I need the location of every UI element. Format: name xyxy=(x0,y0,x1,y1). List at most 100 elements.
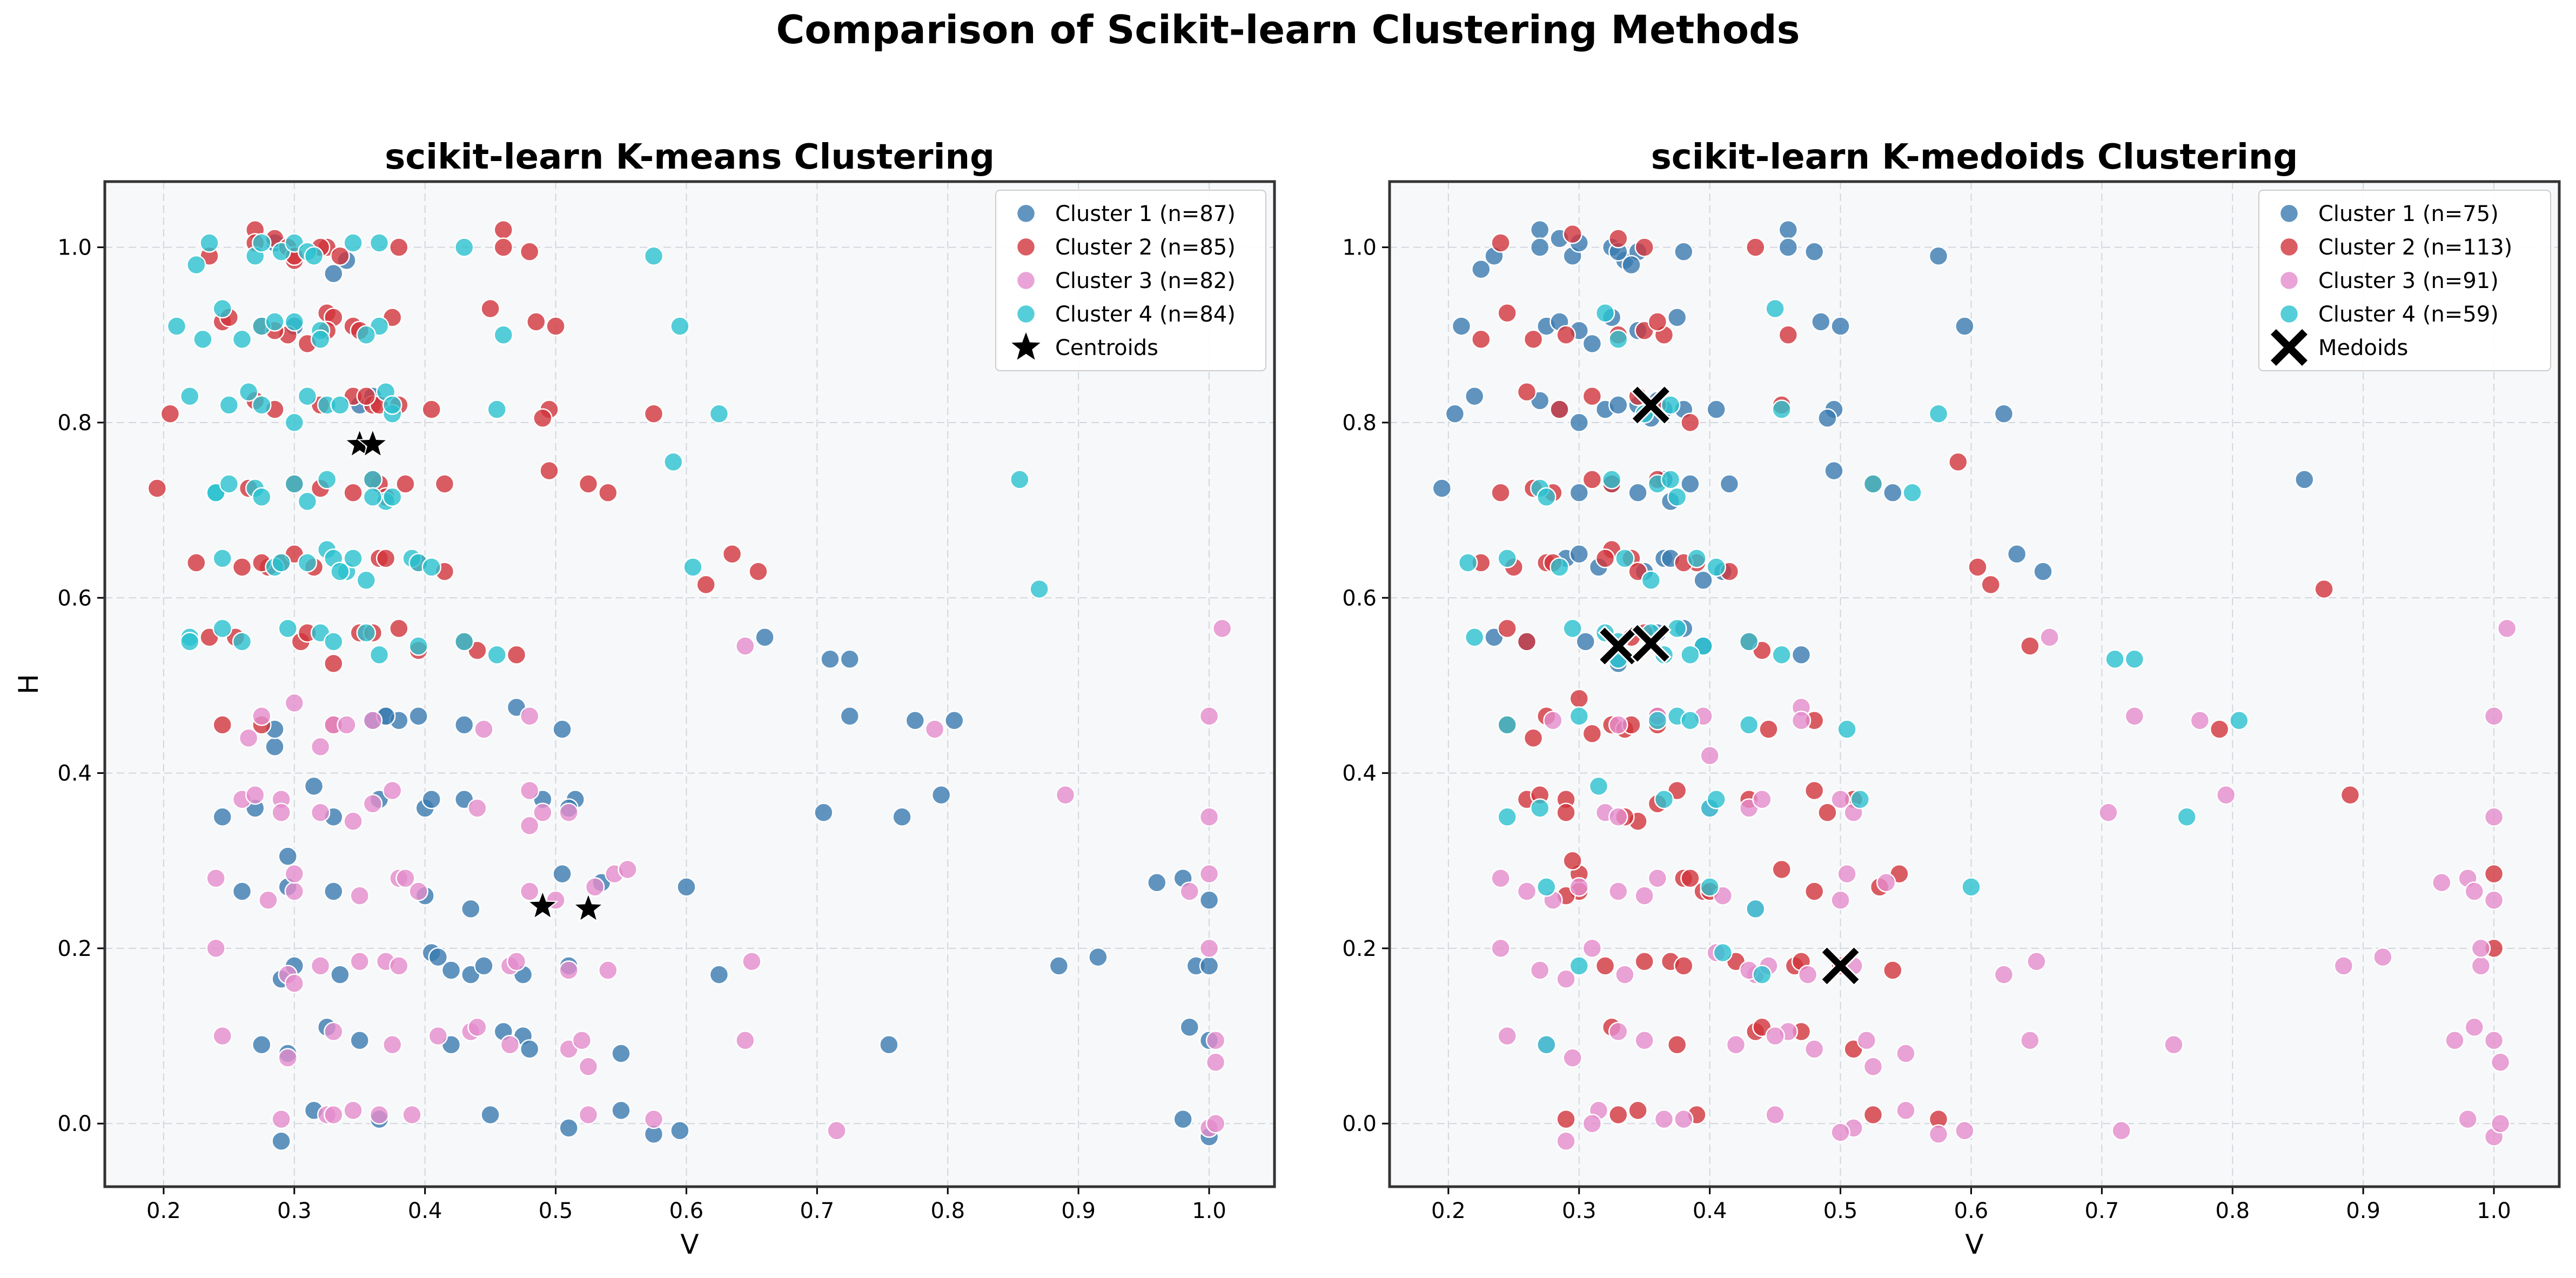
data-point-cluster-3 xyxy=(519,815,540,836)
data-point-cluster-3 xyxy=(382,780,403,801)
data-point-cluster-2 xyxy=(1667,1035,1687,1055)
data-point-cluster-2 xyxy=(1517,382,1537,402)
data-point-cluster-2 xyxy=(578,474,599,494)
data-point-cluster-2 xyxy=(1948,452,1968,472)
data-point-cluster-4 xyxy=(199,233,219,253)
x-tick-label: 1.0 xyxy=(2477,1199,2511,1223)
data-point-cluster-1 xyxy=(428,947,448,967)
data-point-cluster-3 xyxy=(1876,873,1896,893)
data-point-cluster-4 xyxy=(317,470,337,490)
legend-marker xyxy=(2279,270,2299,291)
data-point-cluster-3 xyxy=(1830,1122,1850,1142)
data-point-cluster-4 xyxy=(2177,807,2197,827)
data-point-cluster-3 xyxy=(2497,618,2517,639)
data-point-cluster-4 xyxy=(1537,487,1557,507)
data-point-cluster-2 xyxy=(1497,303,1517,323)
legend: Cluster 1 (n=87) Cluster 2 (n=85) Cluster … xyxy=(995,190,1266,371)
data-point-cluster-3 xyxy=(519,881,540,901)
legend-label: Medoids xyxy=(2318,336,2408,360)
data-point-cluster-2 xyxy=(526,312,546,332)
data-point-cluster-2 xyxy=(1778,325,1799,345)
data-point-cluster-3 xyxy=(324,1105,344,1125)
data-point-cluster-1 xyxy=(1569,544,1589,564)
data-point-cluster-3 xyxy=(735,1030,755,1050)
data-point-cluster-3 xyxy=(467,798,487,818)
data-point-cluster-1 xyxy=(421,789,441,809)
data-point-cluster-3 xyxy=(1700,745,1720,766)
data-point-cluster-1 xyxy=(552,864,572,884)
data-point-cluster-3 xyxy=(245,785,265,805)
x-tick-label: 0.7 xyxy=(2085,1199,2119,1223)
data-point-cluster-1 xyxy=(1432,478,1452,498)
y-tick-label: 0.8 xyxy=(1342,411,1377,436)
data-point-cluster-1 xyxy=(1817,408,1837,429)
data-point-cluster-2 xyxy=(1569,688,1589,709)
data-point-cluster-3 xyxy=(1752,789,1772,809)
data-point-cluster-1 xyxy=(1674,242,1694,262)
data-point-cluster-3 xyxy=(343,811,363,832)
data-point-cluster-1 xyxy=(1530,237,1550,257)
data-point-cluster-3 xyxy=(206,938,226,959)
data-point-cluster-4 xyxy=(297,491,318,512)
data-point-cluster-2 xyxy=(147,478,167,498)
data-point-cluster-4 xyxy=(1713,942,1733,963)
chart-title: scikit-learn K-medoids Clustering xyxy=(1651,137,2298,177)
x-tick-label: 0.6 xyxy=(1954,1199,1989,1223)
data-point-cluster-2 xyxy=(1968,557,1988,577)
data-point-cluster-4 xyxy=(1961,877,1981,897)
data-point-cluster-1 xyxy=(350,1030,370,1050)
data-point-cluster-4 xyxy=(1667,618,1687,639)
data-point-cluster-4 xyxy=(252,233,272,253)
legend-label: Cluster 4 (n=59) xyxy=(2318,302,2499,327)
y-tick-label: 1.0 xyxy=(1342,236,1377,260)
data-point-cluster-1 xyxy=(1824,460,1844,481)
data-point-cluster-2 xyxy=(1608,229,1628,249)
data-point-cluster-1 xyxy=(611,1043,631,1063)
data-point-cluster-4 xyxy=(330,561,350,581)
data-point-cluster-2 xyxy=(539,460,559,481)
x-tick-label: 0.7 xyxy=(800,1199,835,1223)
data-point-cluster-4 xyxy=(356,325,377,345)
data-point-cluster-3 xyxy=(1896,1043,1916,1063)
x-tick-label: 0.8 xyxy=(2215,1199,2250,1223)
data-point-cluster-1 xyxy=(814,802,834,822)
data-point-cluster-3 xyxy=(643,1109,664,1129)
data-point-cluster-1 xyxy=(1464,386,1485,406)
y-axis-label: H xyxy=(13,674,44,694)
x-tick-label: 0.5 xyxy=(1823,1199,1858,1223)
data-point-cluster-4 xyxy=(265,312,285,332)
data-point-cluster-4 xyxy=(219,395,239,415)
legend-marker xyxy=(1016,270,1036,291)
data-point-cluster-3 xyxy=(1647,868,1668,888)
data-point-cluster-2 xyxy=(1556,325,1576,345)
data-point-cluster-3 xyxy=(1994,965,2014,985)
data-point-cluster-3 xyxy=(1654,1109,1674,1129)
data-point-cluster-3 xyxy=(2432,873,2452,893)
data-point-cluster-4 xyxy=(454,237,474,257)
data-point-cluster-3 xyxy=(1199,938,1219,959)
y-tick-label: 0.0 xyxy=(1342,1112,1377,1136)
data-point-cluster-4 xyxy=(1850,789,1870,809)
data-point-cluster-2 xyxy=(1517,632,1537,652)
data-point-cluster-1 xyxy=(820,649,840,670)
data-point-cluster-2 xyxy=(2484,864,2504,884)
data-point-cluster-3 xyxy=(310,737,331,757)
data-point-cluster-1 xyxy=(265,737,285,757)
data-point-cluster-2 xyxy=(493,219,514,240)
data-point-cluster-1 xyxy=(1680,474,1700,494)
data-point-cluster-4 xyxy=(1700,877,1720,897)
data-point-cluster-4 xyxy=(1029,579,1049,599)
data-point-cluster-3 xyxy=(238,728,259,748)
data-point-cluster-1 xyxy=(1575,632,1596,652)
data-point-cluster-4 xyxy=(297,386,318,406)
y-tick-label: 0.2 xyxy=(57,936,92,961)
legend-label: Cluster 3 (n=91) xyxy=(2318,269,2499,293)
data-point-cluster-1 xyxy=(1173,1109,1193,1129)
data-point-cluster-3 xyxy=(408,881,428,901)
data-point-cluster-1 xyxy=(1955,316,1975,336)
data-point-cluster-3 xyxy=(924,719,945,739)
data-point-cluster-4 xyxy=(382,395,403,415)
data-point-cluster-3 xyxy=(578,1105,599,1125)
data-point-cluster-3 xyxy=(284,864,305,884)
data-point-cluster-1 xyxy=(755,627,775,647)
